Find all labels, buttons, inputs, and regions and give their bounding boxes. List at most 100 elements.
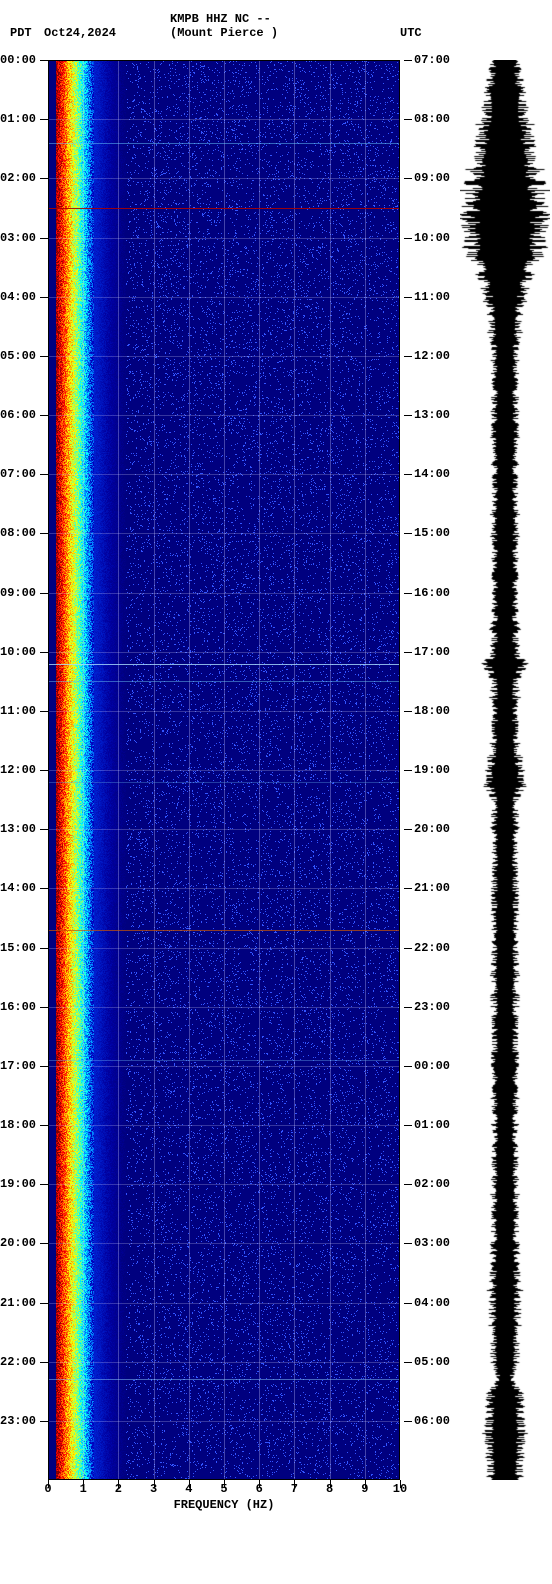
right-tick (404, 533, 412, 534)
left-tick (40, 119, 48, 120)
x-axis-label: FREQUENCY (HZ) (48, 1498, 400, 1512)
left-tick-label: 08:00 (0, 526, 36, 540)
right-tick-label: 20:00 (414, 822, 450, 836)
x-tick-label: 3 (150, 1482, 157, 1496)
station-line2: (Mount Pierce ) (170, 26, 278, 40)
left-tick (40, 1362, 48, 1363)
left-tick (40, 1066, 48, 1067)
left-tick (40, 297, 48, 298)
right-tick (404, 1362, 412, 1363)
left-tick-label: 19:00 (0, 1177, 36, 1191)
x-tick-label: 1 (80, 1482, 87, 1496)
left-tick-label: 01:00 (0, 112, 36, 126)
x-tick-label: 8 (326, 1482, 333, 1496)
left-tick-label: 06:00 (0, 408, 36, 422)
left-tick-label: 09:00 (0, 586, 36, 600)
right-tick (404, 356, 412, 357)
left-tick-label: 10:00 (0, 645, 36, 659)
left-tick-label: 03:00 (0, 231, 36, 245)
right-tick-label: 09:00 (414, 171, 450, 185)
right-tick-label: 14:00 (414, 467, 450, 481)
left-tick-label: 22:00 (0, 1355, 36, 1369)
right-tick-label: 13:00 (414, 408, 450, 422)
left-tick (40, 711, 48, 712)
right-tick (404, 829, 412, 830)
right-tick-label: 21:00 (414, 881, 450, 895)
right-tick (404, 770, 412, 771)
station-line1: KMPB HHZ NC -- (170, 12, 271, 26)
x-tick-label: 0 (44, 1482, 51, 1496)
tz-right-label: UTC (400, 26, 422, 40)
left-tick-label: 15:00 (0, 941, 36, 955)
left-tick (40, 948, 48, 949)
spectrogram-canvas (48, 60, 400, 1480)
x-tick-label: 4 (185, 1482, 192, 1496)
left-tick (40, 1184, 48, 1185)
right-tick-label: 02:00 (414, 1177, 450, 1191)
x-tick-label: 10 (393, 1482, 407, 1496)
right-tick (404, 119, 412, 120)
right-tick (404, 1421, 412, 1422)
x-tick-label: 7 (291, 1482, 298, 1496)
right-tick (404, 415, 412, 416)
right-tick-label: 00:00 (414, 1059, 450, 1073)
right-tick (404, 297, 412, 298)
right-tick-label: 08:00 (414, 112, 450, 126)
left-tick (40, 1007, 48, 1008)
left-tick (40, 1421, 48, 1422)
right-tick-label: 12:00 (414, 349, 450, 363)
right-tick-label: 17:00 (414, 645, 450, 659)
left-tick-label: 13:00 (0, 822, 36, 836)
right-tick-label: 15:00 (414, 526, 450, 540)
left-tick-label: 14:00 (0, 881, 36, 895)
right-tick (404, 593, 412, 594)
date-label: Oct24,2024 (44, 26, 116, 40)
right-tick (404, 1066, 412, 1067)
right-tick-label: 07:00 (414, 53, 450, 67)
left-tick (40, 829, 48, 830)
right-tick-label: 04:00 (414, 1296, 450, 1310)
left-tick-label: 16:00 (0, 1000, 36, 1014)
left-tick-label: 18:00 (0, 1118, 36, 1132)
right-tick-label: 18:00 (414, 704, 450, 718)
left-tick (40, 888, 48, 889)
right-tick-label: 01:00 (414, 1118, 450, 1132)
left-tick (40, 593, 48, 594)
right-tick (404, 238, 412, 239)
right-tick (404, 711, 412, 712)
right-tick (404, 1125, 412, 1126)
left-tick (40, 652, 48, 653)
left-tick (40, 356, 48, 357)
left-tick-label: 20:00 (0, 1236, 36, 1250)
right-tick (404, 948, 412, 949)
left-tick (40, 178, 48, 179)
left-tick (40, 1303, 48, 1304)
left-tick-label: 05:00 (0, 349, 36, 363)
left-tick-label: 02:00 (0, 171, 36, 185)
right-tick-label: 23:00 (414, 1000, 450, 1014)
left-tick-label: 17:00 (0, 1059, 36, 1073)
left-tick (40, 1243, 48, 1244)
x-axis: FREQUENCY (HZ) 012345678910 (48, 1480, 400, 1520)
right-tick (404, 888, 412, 889)
right-tick (404, 1184, 412, 1185)
x-tick-label: 5 (220, 1482, 227, 1496)
right-tick (404, 474, 412, 475)
left-tick-label: 12:00 (0, 763, 36, 777)
waveform-canvas (460, 60, 550, 1480)
x-tick-label: 2 (115, 1482, 122, 1496)
left-tick (40, 60, 48, 61)
right-tick-label: 11:00 (414, 290, 450, 304)
right-tick-label: 06:00 (414, 1414, 450, 1428)
left-tick (40, 415, 48, 416)
right-tick-label: 22:00 (414, 941, 450, 955)
left-tick (40, 533, 48, 534)
left-tick-label: 07:00 (0, 467, 36, 481)
left-tick-label: 04:00 (0, 290, 36, 304)
left-tick (40, 474, 48, 475)
left-tick (40, 770, 48, 771)
right-tick-label: 10:00 (414, 231, 450, 245)
left-tick-label: 11:00 (0, 704, 36, 718)
left-tick-label: 00:00 (0, 53, 36, 67)
right-tick-label: 16:00 (414, 586, 450, 600)
